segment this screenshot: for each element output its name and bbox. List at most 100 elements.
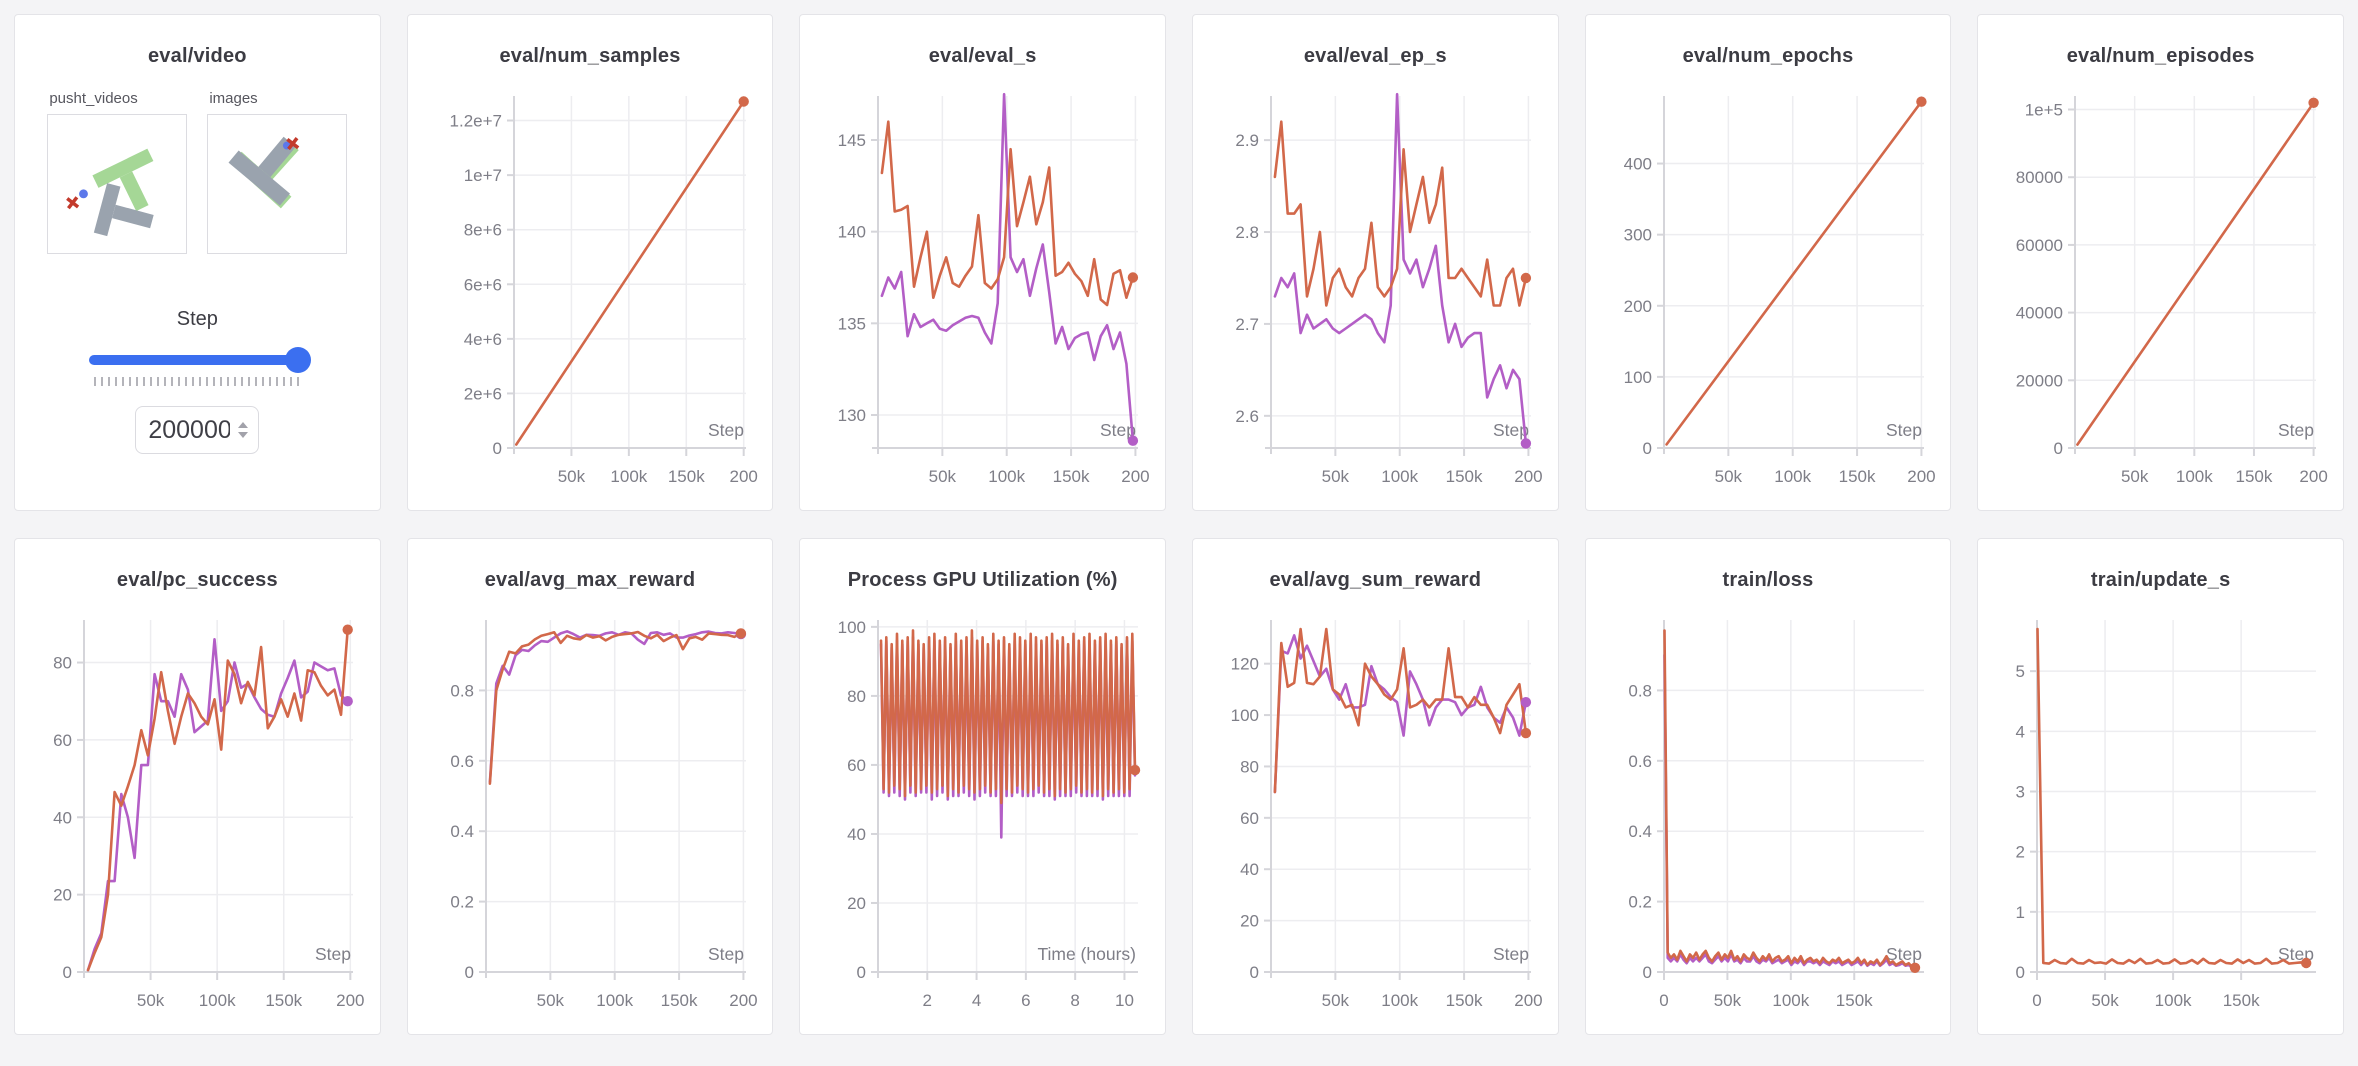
pusht-scene-image: [66, 148, 155, 237]
svg-text:1: 1: [2016, 903, 2025, 922]
line-chart-canvas[interactable]: 50k 100k 150k 200 2.6 2.7 2.8 2.9 Step: [1193, 82, 1558, 494]
panel-title: eval/num_epochs: [1682, 45, 1854, 67]
stepper-down-icon[interactable]: [238, 432, 249, 438]
svg-text:50k: 50k: [2121, 467, 2149, 486]
panel-eval-eval-s: eval/eval_s 50k 100k 150k 200 130 135 140 145 St…: [799, 14, 1166, 511]
svg-text:150k: 150k: [660, 991, 697, 1010]
svg-text:145: 145: [838, 131, 866, 150]
svg-text:0.6: 0.6: [1628, 752, 1652, 771]
svg-text:2: 2: [923, 991, 932, 1010]
svg-text:150k: 150k: [1053, 467, 1090, 486]
video-thumbnail-images[interactable]: [207, 114, 348, 254]
svg-text:150k: 150k: [667, 467, 704, 486]
svg-text:60: 60: [847, 756, 866, 775]
svg-text:2: 2: [2016, 843, 2025, 862]
pusht-goal-cross: [66, 196, 80, 210]
svg-text:1e+5: 1e+5: [2025, 101, 2063, 120]
panel-title: eval/avg_sum_reward: [1269, 569, 1482, 591]
svg-text:6e+6: 6e+6: [463, 275, 501, 294]
line-chart-canvas[interactable]: 2 4 6 8 10 0 20 40 60 80 100 Time (hours): [800, 606, 1165, 1018]
svg-text:400: 400: [1623, 155, 1651, 174]
svg-text:140: 140: [838, 223, 866, 242]
svg-text:80: 80: [847, 687, 866, 706]
line-chart-canvas[interactable]: 50k 100k 150k 200 0 20 40 60 80 Step: [15, 606, 380, 1018]
svg-text:0: 0: [464, 963, 473, 982]
media-label: images: [209, 90, 258, 107]
svg-text:Time (hours): Time (hours): [1038, 944, 1137, 964]
pusht-block-t-shape: [228, 136, 297, 206]
svg-text:2.8: 2.8: [1235, 223, 1259, 242]
panel-eval-pc-success: eval/pc_success 50k 100k 150k 200 0 20 40 60 80 S…: [14, 538, 381, 1035]
svg-text:100k: 100k: [1772, 991, 1809, 1010]
svg-text:Step: Step: [1886, 420, 1922, 440]
svg-text:100k: 100k: [1774, 467, 1811, 486]
svg-text:0: 0: [1642, 439, 1651, 458]
line-chart-canvas[interactable]: 0 50k 100k 150k 0 1 2 3 4 5 Step: [1978, 606, 2343, 1018]
svg-text:0: 0: [2054, 439, 2063, 458]
svg-text:Step: Step: [1886, 944, 1922, 964]
panel-title: eval/num_episodes: [2066, 45, 2255, 67]
svg-text:200: 200: [1623, 297, 1651, 316]
svg-text:8: 8: [1071, 991, 1080, 1010]
svg-text:Step: Step: [708, 944, 744, 964]
svg-text:200: 200: [1514, 991, 1542, 1010]
svg-text:150k: 150k: [2236, 467, 2273, 486]
step-slider-track[interactable]: [89, 355, 306, 365]
line-chart-canvas[interactable]: 50k 100k 150k 200 0 2e+6 4e+6 6e+6 8e+6 1e+7 1.2e+…: [408, 82, 773, 494]
panel-title: Process GPU Utilization (%): [847, 569, 1118, 591]
stepper-arrows: [238, 422, 249, 438]
panel-train-loss: train/loss 0 50k 100k 150k 0 0.2 0.4 0.6 0.8 Step: [1584, 538, 1952, 1035]
step-slider-thumb[interactable]: [285, 347, 312, 373]
svg-text:100k: 100k: [1381, 467, 1418, 486]
line-chart-canvas[interactable]: 50k 100k 150k 200 0 20 40 60 80 100 120 Step: [1193, 606, 1558, 1018]
panel-eval-num-episodes: eval/num_episodes 50k 100k 150k 200 0 20000 40…: [1977, 14, 2344, 511]
pusht-scene-image: [228, 136, 300, 209]
svg-text:0.6: 0.6: [450, 752, 474, 771]
svg-text:100: 100: [1623, 368, 1651, 387]
svg-text:150k: 150k: [1838, 467, 1875, 486]
svg-text:5: 5: [2016, 662, 2025, 681]
step-slider-label: Step: [176, 308, 218, 330]
svg-text:20000: 20000: [2016, 371, 2063, 390]
line-chart-canvas[interactable]: 0 50k 100k 150k 0 0.2 0.4 0.6 0.8 Step: [1586, 606, 1951, 1018]
line-chart-canvas[interactable]: 50k 100k 150k 200 0 0.2 0.4 0.6 0.8 Step: [408, 606, 773, 1018]
svg-text:0: 0: [2016, 963, 2025, 982]
svg-text:50k: 50k: [536, 991, 564, 1010]
svg-text:4: 4: [2016, 722, 2025, 741]
svg-text:50k: 50k: [2092, 991, 2120, 1010]
svg-text:50k: 50k: [1713, 991, 1741, 1010]
media-item-images: images: [207, 90, 348, 254]
panel-eval-avg-sum-reward: eval/avg_sum_reward 50k 100k 150k 200 0 20 40 6…: [1191, 538, 1559, 1035]
step-slider[interactable]: [89, 347, 312, 373]
svg-text:4e+6: 4e+6: [463, 330, 501, 349]
svg-text:4: 4: [972, 991, 981, 1010]
panel-title: train/loss: [1722, 569, 1814, 591]
svg-text:1.2e+7: 1.2e+7: [449, 112, 501, 131]
svg-text:0.8: 0.8: [450, 681, 474, 700]
svg-text:40: 40: [1240, 860, 1259, 879]
stepper-up-icon[interactable]: [238, 422, 249, 428]
svg-text:0.4: 0.4: [1628, 822, 1652, 841]
step-value-input[interactable]: [146, 414, 233, 446]
video-thumbnail-pusht-videos[interactable]: [47, 114, 188, 254]
svg-text:200: 200: [1514, 467, 1542, 486]
panel-title: eval/video: [147, 45, 247, 67]
svg-text:50k: 50k: [137, 991, 165, 1010]
svg-text:100k: 100k: [2176, 467, 2213, 486]
pusht-goal-cross: [286, 137, 300, 151]
panel-title: eval/avg_max_reward: [484, 569, 696, 591]
svg-text:130: 130: [838, 406, 866, 425]
line-chart-canvas[interactable]: 50k 100k 150k 200 0 100 200 300 400 Step: [1586, 82, 1951, 494]
svg-text:0: 0: [1250, 963, 1259, 982]
line-chart-canvas[interactable]: 50k 100k 150k 200 130 135 140 145 Step: [800, 82, 1165, 494]
line-chart-canvas[interactable]: 50k 100k 150k 200 0 20000 40000 60000 80000 1e+5 S…: [1978, 82, 2343, 494]
svg-text:1e+7: 1e+7: [463, 166, 501, 185]
svg-text:100k: 100k: [199, 991, 236, 1010]
panel-eval-video: eval/video pusht_videos: [14, 14, 381, 511]
svg-text:100k: 100k: [610, 467, 647, 486]
svg-text:20: 20: [847, 894, 866, 913]
svg-text:20: 20: [53, 886, 72, 905]
svg-text:200: 200: [336, 991, 364, 1010]
svg-text:40: 40: [847, 825, 866, 844]
svg-text:150k: 150k: [1446, 467, 1483, 486]
